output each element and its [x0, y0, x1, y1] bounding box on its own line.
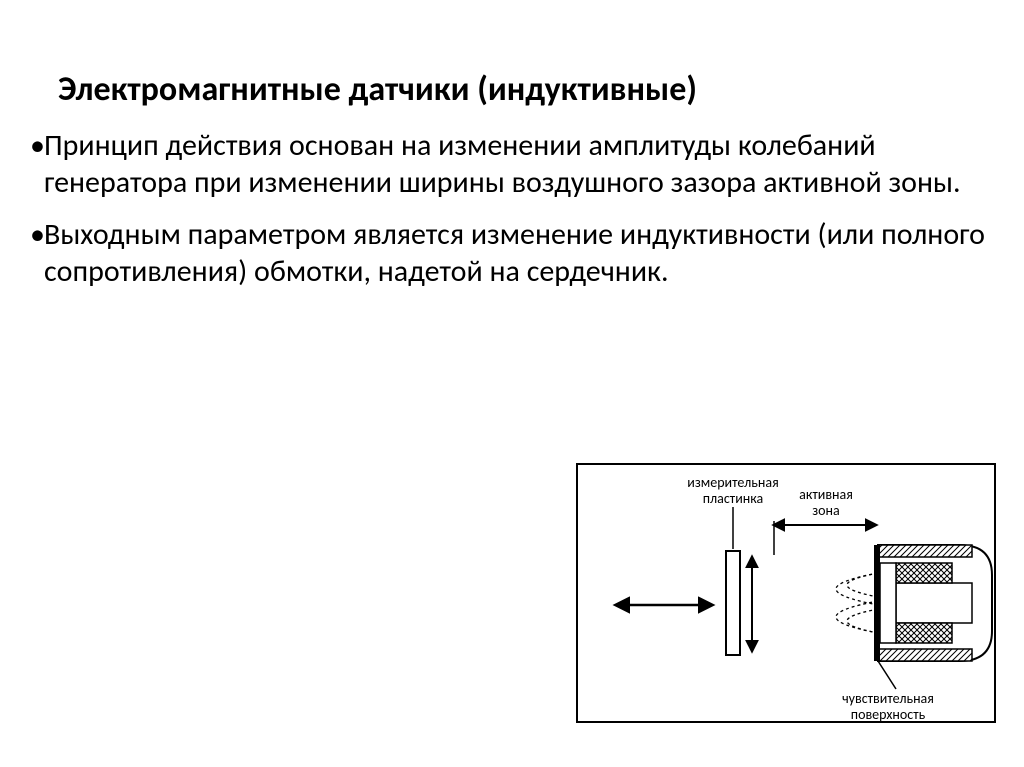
label-sensitive-line1: чувствительная — [842, 690, 934, 707]
diagram-svg: измерительная пластинка активная зона — [578, 465, 998, 725]
label-sensitive-line2: поверхность — [851, 706, 926, 723]
field-lines — [836, 573, 878, 633]
sensor-body — [874, 545, 992, 661]
slide-title: Электромагнитные датчики (индуктивные) — [58, 70, 994, 111]
label-plate-line2: пластинка — [703, 490, 764, 507]
slide-body: Принцип действия основан на изменении ам… — [30, 127, 994, 291]
sensitive-surface — [874, 545, 880, 661]
label-active-line1: активная — [799, 486, 853, 503]
measuring-plate — [726, 551, 740, 655]
bullet-1: Принцип действия основан на изменении ам… — [30, 127, 994, 202]
label-plate-line1: измерительная — [687, 474, 778, 491]
sensor-diagram: измерительная пластинка активная зона — [576, 463, 996, 723]
bullet-2: Выходным параметром является изменение и… — [30, 216, 994, 291]
leader-sensitive — [878, 661, 896, 689]
label-active-line2: зона — [812, 502, 840, 519]
slide: Электромагнитные датчики (индуктивные) П… — [0, 0, 1024, 767]
